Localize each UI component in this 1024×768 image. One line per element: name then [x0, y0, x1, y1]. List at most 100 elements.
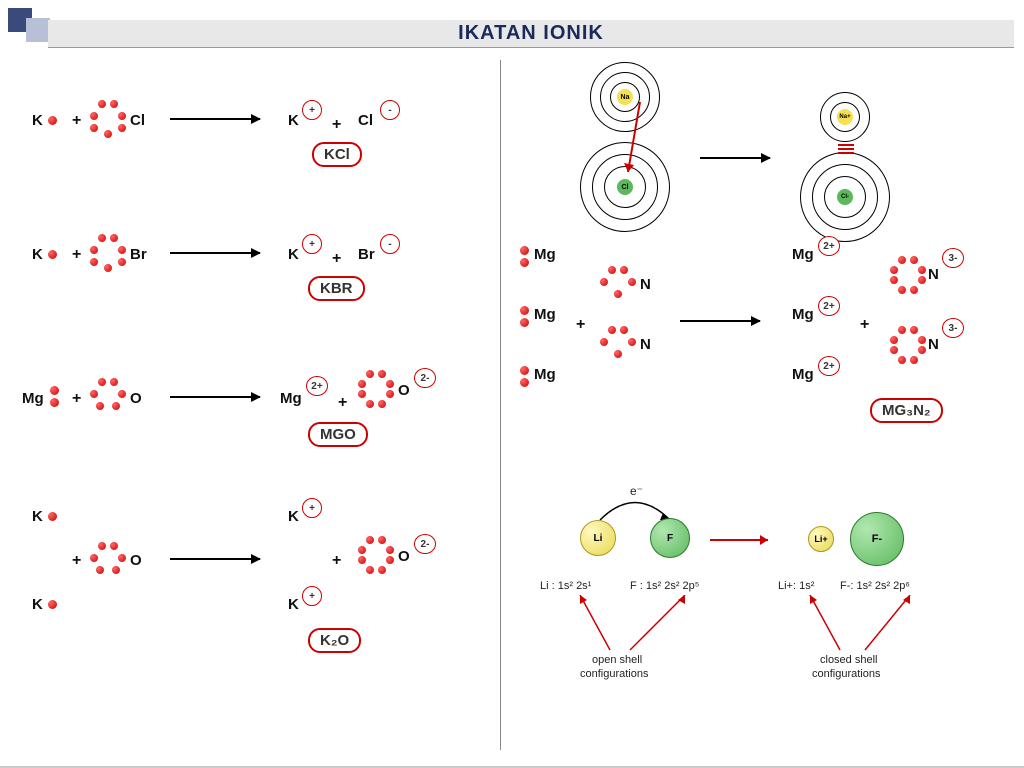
electron-dot: [520, 246, 529, 255]
reactant-o-label: O: [130, 552, 142, 569]
li-sphere: Li: [580, 520, 616, 556]
f-config: F : 1s² 2s² 2p⁵: [630, 580, 699, 592]
o-charge: 2-: [414, 368, 436, 388]
br-electrons: [90, 234, 126, 270]
mg-label: Mg: [792, 306, 814, 323]
product-k-label: K: [288, 246, 299, 263]
n-label: N: [928, 266, 939, 283]
product-br-label: Br: [358, 246, 375, 263]
mg-label: Mg: [534, 366, 556, 383]
k-charge: +: [302, 234, 322, 254]
product-mg-label: Mg: [280, 390, 302, 407]
k-charge: +: [302, 586, 322, 606]
electron-dot: [48, 512, 57, 521]
plus-sign: +: [72, 246, 81, 264]
electron-dot: [50, 386, 59, 395]
n-charge: 3-: [942, 318, 964, 338]
page-title: IKATAN IONIK: [48, 20, 1014, 45]
reaction-arrow: [710, 532, 780, 548]
reaction-arrow: [700, 157, 770, 159]
column-divider: [500, 60, 501, 750]
f-minus-sphere: F-: [850, 512, 904, 566]
mg-charge: 2+: [306, 376, 328, 396]
bohr-diagram-nacl: Na Cl Na+ Cl-: [560, 62, 990, 222]
plus-sign: +: [72, 390, 81, 408]
n-label: N: [640, 336, 651, 353]
mg-label: Mg: [792, 246, 814, 263]
reactant-o-label: O: [130, 390, 142, 407]
compound-mgo: MGO: [308, 422, 368, 447]
mg-charge: 2+: [818, 296, 840, 316]
plus-sign: +: [332, 116, 341, 134]
transfer-arrow: [620, 97, 670, 187]
o-charge: 2-: [414, 534, 436, 554]
closed-shell-label2: configurations: [812, 668, 881, 680]
cl-minus-nucleus: Cl-: [837, 189, 853, 205]
reactant-k1-label: K: [32, 508, 43, 525]
electron-dot: [48, 600, 57, 609]
reaction-arrow: [680, 320, 760, 322]
reactant-br-label: Br: [130, 246, 147, 263]
fm-config: F-: 1s² 2s² 2p⁶: [840, 580, 910, 592]
mg-charge: 2+: [818, 356, 840, 376]
reaction-arrow: [170, 118, 260, 120]
cl-electrons: [90, 100, 126, 136]
reaction-arrow: [170, 252, 260, 254]
plus-sign: +: [332, 552, 341, 570]
n-electrons-full: [890, 326, 926, 362]
plus-sign: +: [72, 112, 81, 130]
product-o-label: O: [398, 548, 410, 565]
plus-sign: +: [72, 552, 81, 570]
reaction-arrow: [170, 558, 260, 560]
reactant-k-label: K: [32, 112, 43, 129]
br-charge: -: [380, 234, 400, 254]
product-k-label: K: [288, 112, 299, 129]
compound-k2o: K₂O: [308, 628, 361, 653]
open-shell-label2: configurations: [580, 668, 649, 680]
lif-diagram: e⁻ Li F Li+ F- Li : 1s² 2s¹ F : 1s² 2s² …: [530, 480, 1000, 760]
reactant-k2-label: K: [32, 596, 43, 613]
n-label: N: [928, 336, 939, 353]
o-electrons-product: [358, 536, 394, 572]
n-charge: 3-: [942, 248, 964, 268]
plus-sign: +: [338, 394, 347, 412]
reactant-k-label: K: [32, 246, 43, 263]
lip-config: Li+: 1s²: [778, 580, 814, 592]
mg-label: Mg: [534, 246, 556, 263]
electron-dot: [48, 250, 57, 259]
k-charge: +: [302, 100, 322, 120]
o-electrons: [90, 542, 126, 578]
mg-charge: 2+: [818, 236, 840, 256]
compound-mg3n2: MG₃N₂: [870, 398, 943, 423]
plus-sign: +: [332, 250, 341, 268]
reaction-arrow: [170, 396, 260, 398]
cl-charge: -: [380, 100, 400, 120]
li-plus-sphere: Li+: [808, 526, 834, 552]
na-plus-nucleus: Na+: [837, 109, 853, 125]
product-o-label: O: [398, 382, 410, 399]
electron-dot: [48, 116, 57, 125]
n-electrons: [600, 326, 636, 362]
f-sphere: F: [650, 518, 690, 558]
electron-dot: [520, 258, 529, 267]
k-charge: +: [302, 498, 322, 518]
mg-label: Mg: [792, 366, 814, 383]
plus-sign: +: [860, 316, 869, 334]
o-electrons: [90, 378, 126, 414]
plus-sign: +: [576, 316, 585, 334]
o-electrons-product: [358, 370, 394, 406]
electron-dot: [50, 398, 59, 407]
compound-kbr: KBR: [308, 276, 365, 301]
open-shell-label: open shell: [592, 654, 642, 666]
mg-label: Mg: [534, 306, 556, 323]
n-electrons-full: [890, 256, 926, 292]
product-k1-label: K: [288, 508, 299, 525]
product-cl-label: Cl: [358, 112, 373, 129]
compound-kcl: KCl: [312, 142, 362, 167]
n-electrons: [600, 266, 636, 302]
title-bar: IKATAN IONIK: [48, 20, 1014, 48]
reactant-cl-label: Cl: [130, 112, 145, 129]
reactant-mg-label: Mg: [22, 390, 44, 407]
electron-label: e⁻: [630, 484, 643, 498]
n-label: N: [640, 276, 651, 293]
